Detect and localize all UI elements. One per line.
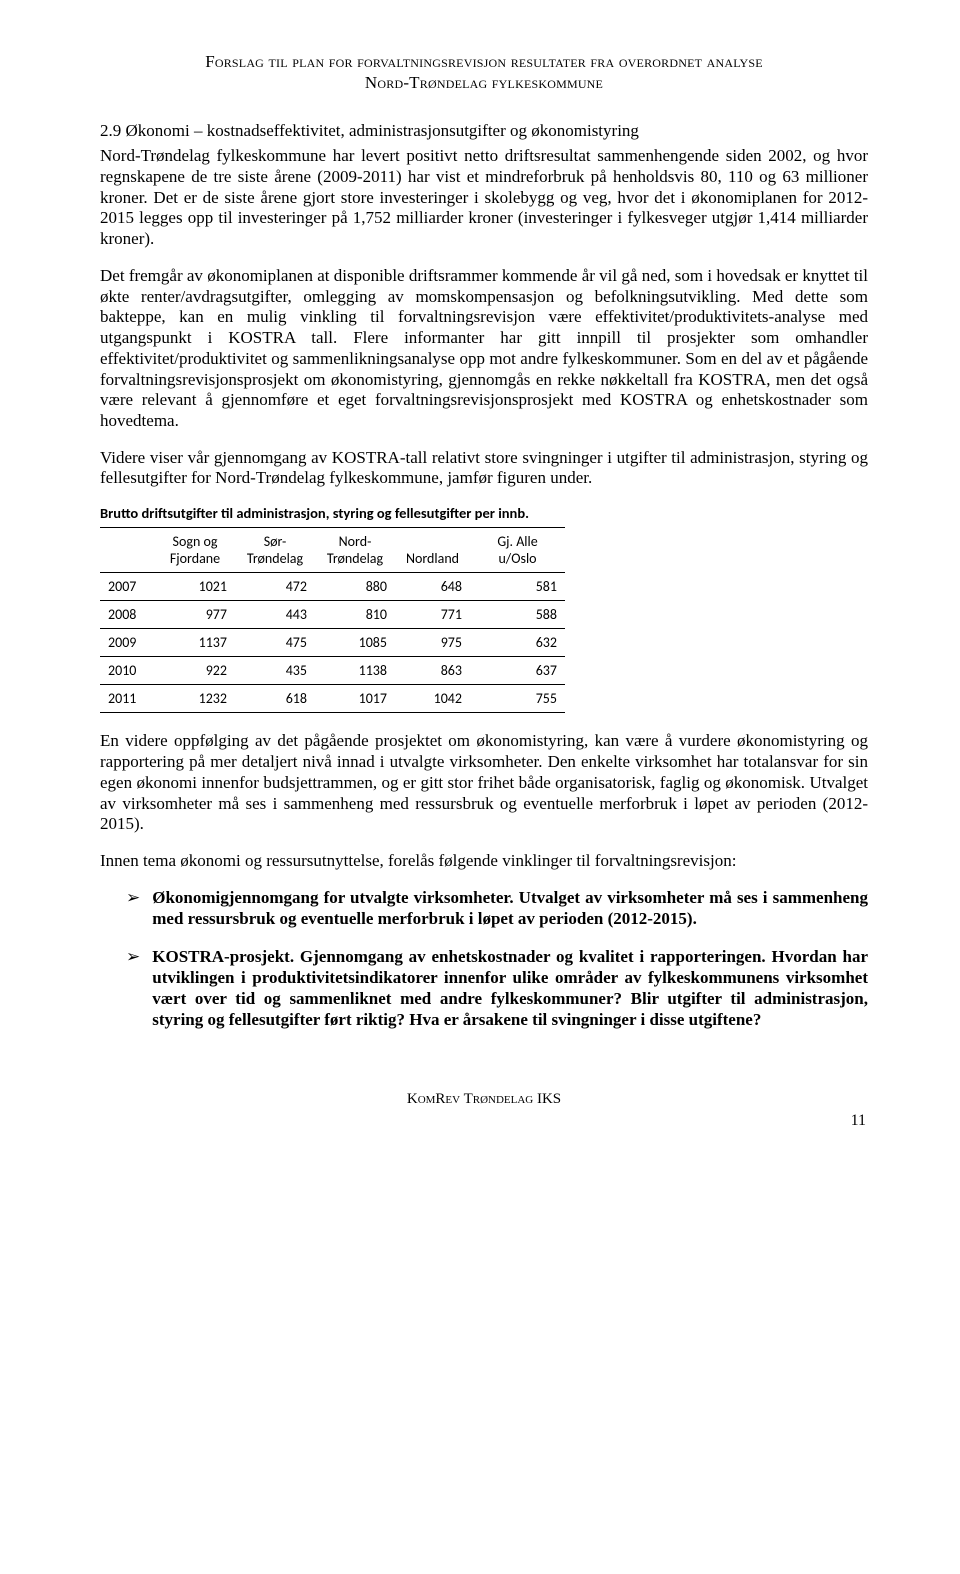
table-row: 2008977443810771588 bbox=[100, 601, 565, 629]
table-cell: 472 bbox=[235, 573, 315, 601]
table-cell: 1085 bbox=[315, 629, 395, 657]
arrow-icon: ➢ bbox=[126, 947, 140, 1030]
page-footer: KomRev Trøndelag IKS bbox=[100, 1090, 868, 1108]
table-row: 20109224351138863637 bbox=[100, 657, 565, 685]
table-cell: 443 bbox=[235, 601, 315, 629]
recommendation-item: ➢ Økonomigjennomgang for utvalgte virksom… bbox=[126, 888, 868, 929]
table-cell: 880 bbox=[315, 573, 395, 601]
table-col-header: Nordland bbox=[395, 527, 470, 572]
data-table: Sogn ogFjordaneSør-TrøndelagNord-Trøndel… bbox=[100, 527, 565, 714]
table-cell: 922 bbox=[155, 657, 235, 685]
table-cell: 588 bbox=[470, 601, 565, 629]
table-cell: 2008 bbox=[100, 601, 155, 629]
table-head: Sogn ogFjordaneSør-TrøndelagNord-Trøndel… bbox=[100, 527, 565, 572]
recommendation-text: KOSTRA-prosjekt. Gjennomgang av enhetsko… bbox=[152, 947, 868, 1030]
table-header-row: Sogn ogFjordaneSør-TrøndelagNord-Trøndel… bbox=[100, 527, 565, 572]
header-line-1: Forslag til plan for forvaltningsrevisjo… bbox=[100, 52, 868, 73]
recommendation-list: ➢ Økonomigjennomgang for utvalgte virksom… bbox=[126, 888, 868, 1030]
table-cell: 1021 bbox=[155, 573, 235, 601]
table-title: Brutto driftsutgifter til administrasjon… bbox=[100, 505, 868, 523]
table-cell: 1017 bbox=[315, 685, 395, 713]
table-cell: 755 bbox=[470, 685, 565, 713]
table-cell: 2011 bbox=[100, 685, 155, 713]
table-cell: 2010 bbox=[100, 657, 155, 685]
table-cell: 771 bbox=[395, 601, 470, 629]
table-cell: 1232 bbox=[155, 685, 235, 713]
table-col-header bbox=[100, 527, 155, 572]
table-cell: 1042 bbox=[395, 685, 470, 713]
table-cell: 648 bbox=[395, 573, 470, 601]
table-cell: 2007 bbox=[100, 573, 155, 601]
table-row: 200911374751085975632 bbox=[100, 629, 565, 657]
page-header: Forslag til plan for forvaltningsrevisjo… bbox=[100, 52, 868, 93]
table-cell: 581 bbox=[470, 573, 565, 601]
table-cell: 975 bbox=[395, 629, 470, 657]
table-col-header: Sør-Trøndelag bbox=[235, 527, 315, 572]
recommendation-text: Økonomigjennomgang for utvalgte virksomh… bbox=[152, 888, 868, 929]
table-cell: 632 bbox=[470, 629, 565, 657]
section-heading: 2.9 Økonomi – kostnadseffektivitet, admi… bbox=[100, 121, 868, 142]
table-cell: 618 bbox=[235, 685, 315, 713]
table-cell: 977 bbox=[155, 601, 235, 629]
header-line-2: Nord-Trøndelag fylkeskommune bbox=[100, 73, 868, 94]
table-col-header: Gj. Alle u/Oslo bbox=[470, 527, 565, 572]
table-row: 2011123261810171042755 bbox=[100, 685, 565, 713]
table-col-header: Sogn ogFjordane bbox=[155, 527, 235, 572]
table-cell: 637 bbox=[470, 657, 565, 685]
paragraph-3: Videre viser vår gjennomgang av KOSTRA-t… bbox=[100, 448, 868, 489]
paragraph-4: En videre oppfølging av det pågående pro… bbox=[100, 731, 868, 835]
table-cell: 1137 bbox=[155, 629, 235, 657]
page-number: 11 bbox=[100, 1111, 868, 1131]
paragraph-1: Nord-Trøndelag fylkeskommune har levert … bbox=[100, 146, 868, 250]
recommendation-item: ➢KOSTRA-prosjekt. Gjennomgang av enhetsk… bbox=[126, 947, 868, 1030]
table-cell: 435 bbox=[235, 657, 315, 685]
table-cell: 810 bbox=[315, 601, 395, 629]
table-cell: 2009 bbox=[100, 629, 155, 657]
table-cell: 1138 bbox=[315, 657, 395, 685]
table-body: 2007102147288064858120089774438107715882… bbox=[100, 573, 565, 713]
paragraph-5: Innen tema økonomi og ressursutnyttelse,… bbox=[100, 851, 868, 872]
paragraph-2: Det fremgår av økonomiplanen at disponib… bbox=[100, 266, 868, 432]
table-row: 20071021472880648581 bbox=[100, 573, 565, 601]
table-cell: 863 bbox=[395, 657, 470, 685]
table-col-header: Nord-Trøndelag bbox=[315, 527, 395, 572]
arrow-icon: ➢ bbox=[126, 888, 140, 929]
table-cell: 475 bbox=[235, 629, 315, 657]
